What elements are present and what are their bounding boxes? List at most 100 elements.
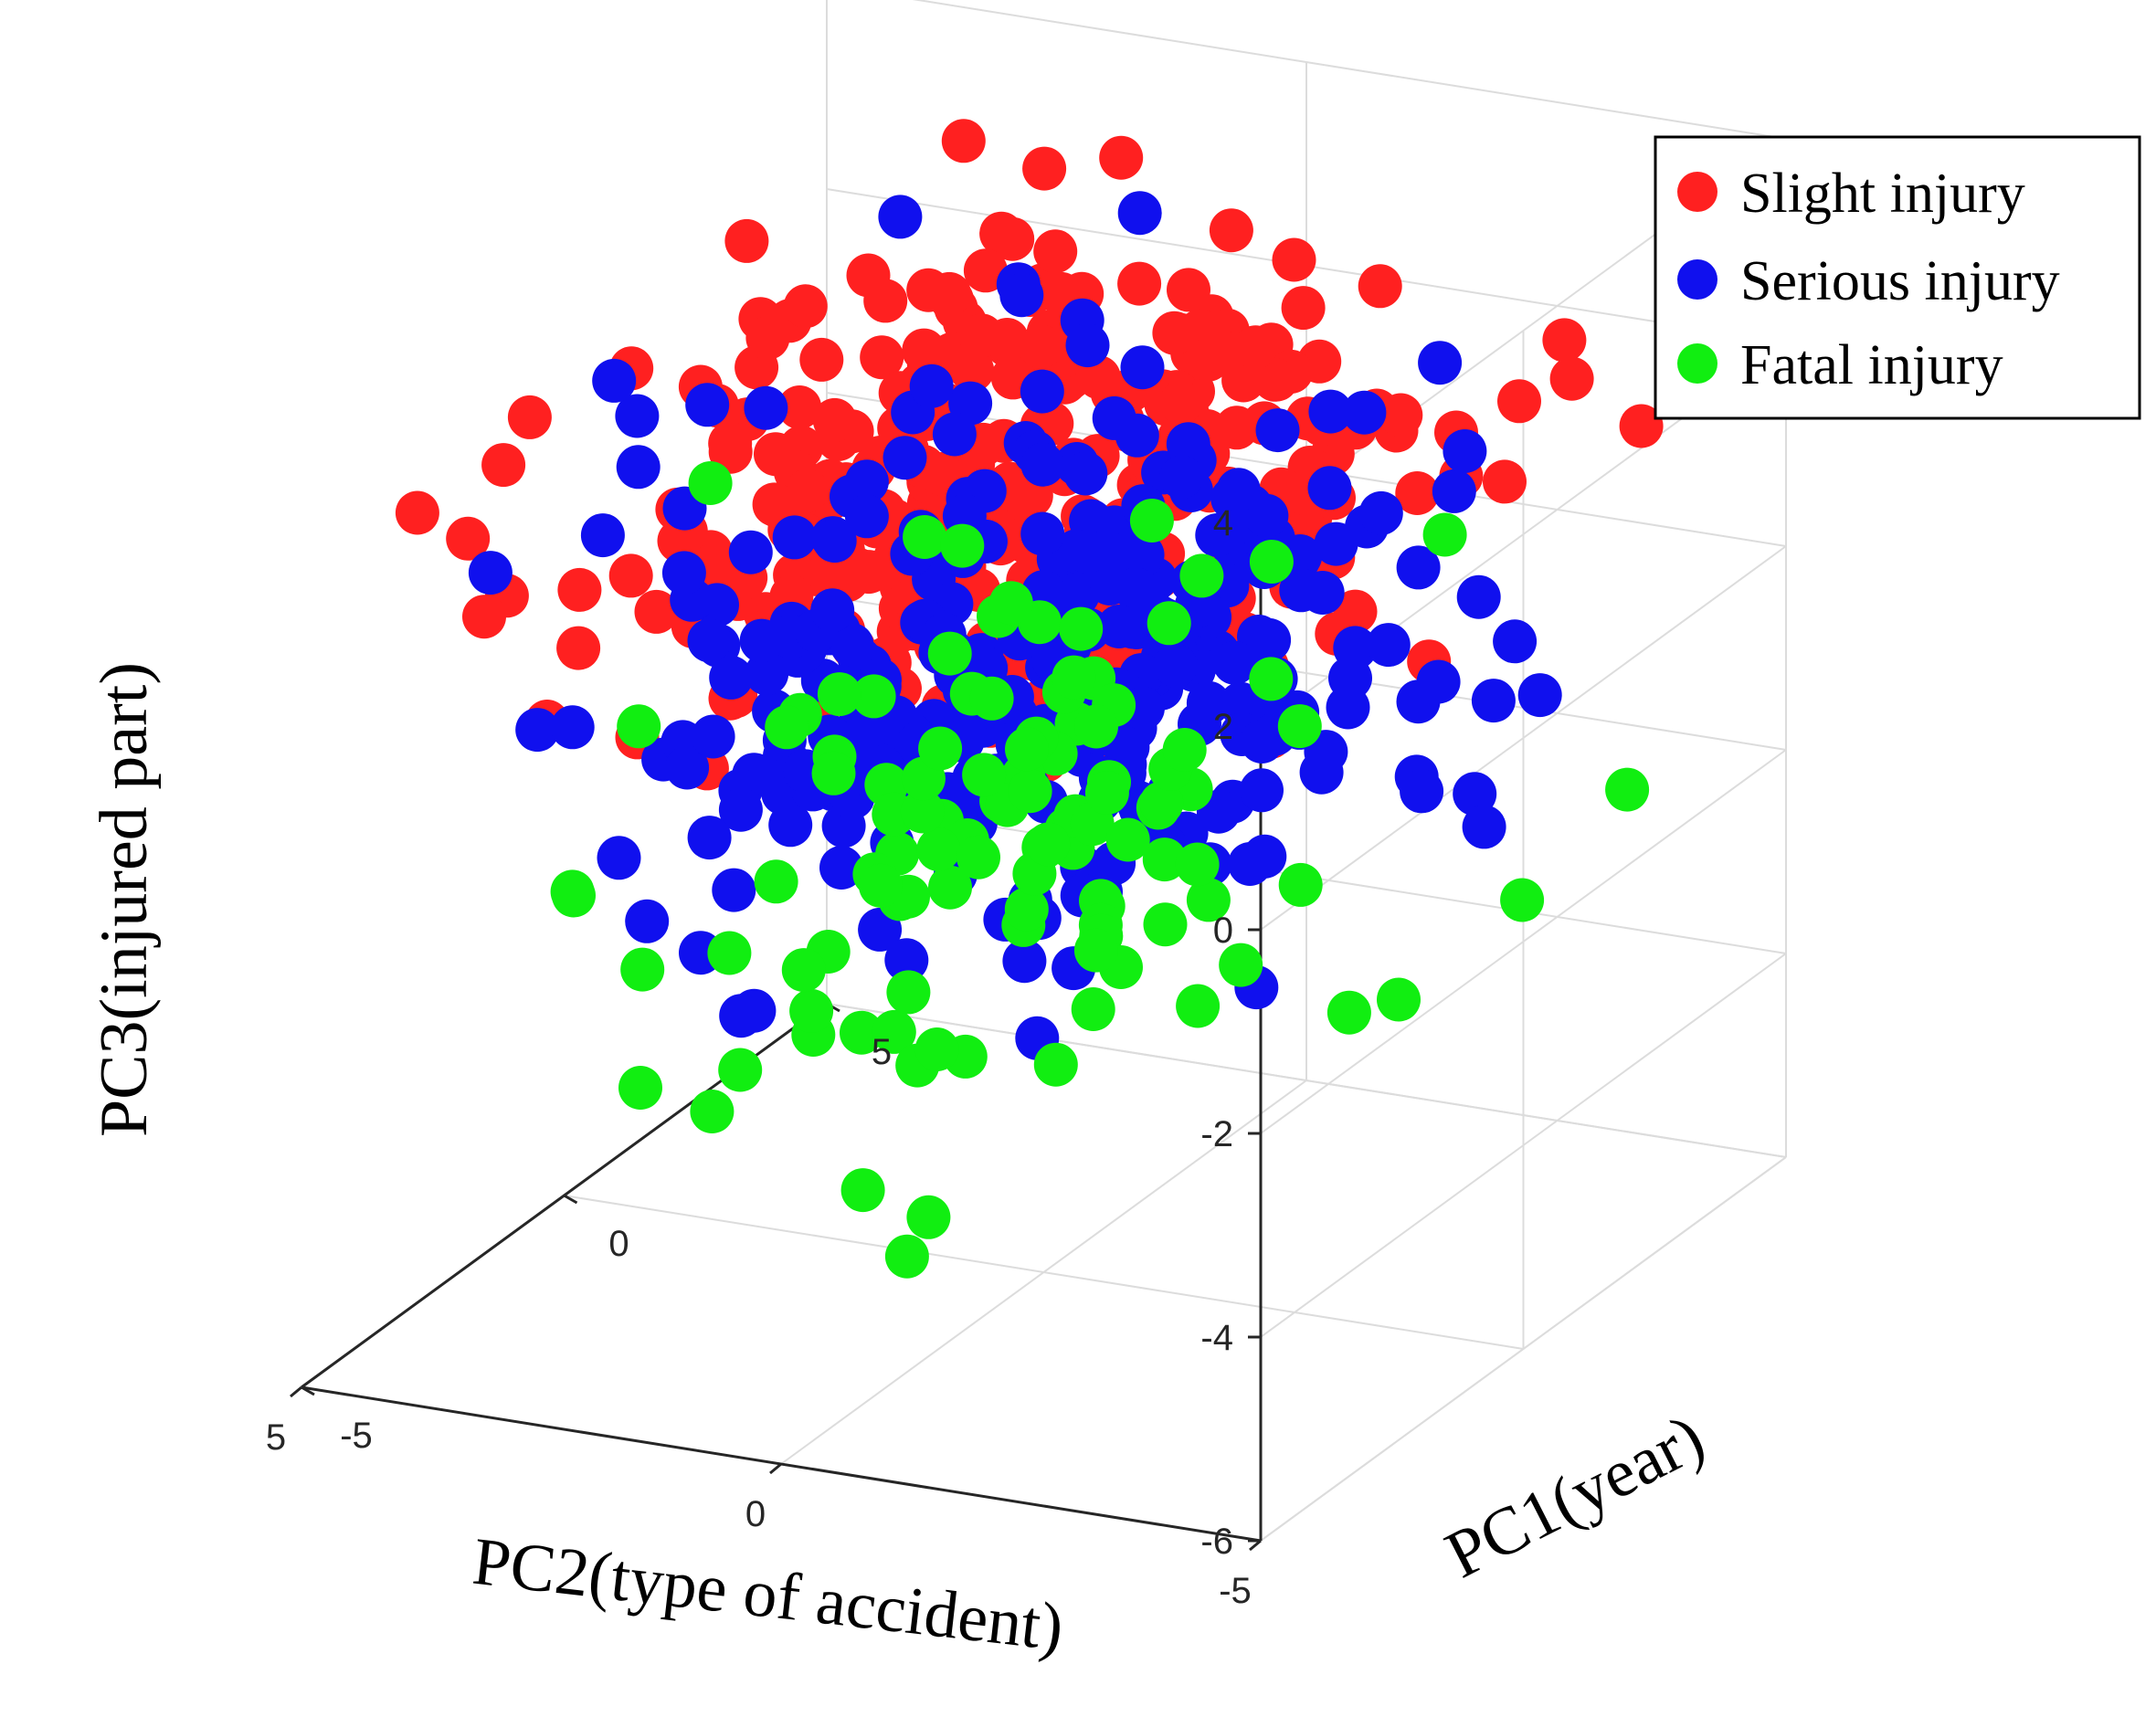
point-fatal-injury	[918, 726, 963, 771]
point-serious-injury	[1255, 408, 1300, 453]
point-slight-injury	[608, 553, 653, 598]
point-serious-injury	[1020, 442, 1065, 487]
point-slight-injury	[1117, 261, 1162, 306]
legend-label-slight: Slight injury	[1740, 163, 2025, 225]
point-slight-injury	[1099, 135, 1144, 180]
point-serious-injury	[1020, 511, 1065, 556]
point-fatal-injury	[1162, 728, 1207, 772]
point-serious-injury	[1493, 619, 1538, 664]
point-serious-injury	[772, 515, 817, 560]
point-serious-injury	[1244, 493, 1289, 538]
point-slight-injury	[979, 211, 1024, 256]
x-tick-label: -5	[340, 1416, 373, 1456]
legend-marker-serious	[1677, 259, 1717, 300]
point-fatal-injury	[956, 835, 1000, 880]
point-fatal-injury	[914, 1027, 959, 1071]
point-serious-injury	[1020, 369, 1064, 414]
legend-box	[1654, 135, 2141, 420]
y-tick-label: 5	[266, 1417, 286, 1458]
x-axis-title: PC1(year)	[1434, 1400, 1716, 1593]
point-serious-injury	[691, 714, 735, 759]
point-serious-injury	[719, 994, 764, 1038]
point-serious-injury	[580, 513, 625, 558]
y-tick-label: 0	[745, 1494, 766, 1534]
point-fatal-injury	[1059, 606, 1104, 651]
point-fatal-injury	[886, 970, 931, 1015]
z-tick-label: -4	[1200, 1318, 1233, 1358]
point-serious-injury	[615, 394, 660, 438]
point-slight-injury	[1252, 357, 1297, 402]
point-fatal-injury	[1175, 842, 1220, 887]
point-fatal-injury	[1249, 540, 1294, 584]
point-serious-injury	[1418, 341, 1463, 385]
point-serious-injury	[932, 412, 977, 457]
point-fatal-injury	[1186, 878, 1231, 922]
point-serious-injury	[718, 787, 763, 832]
x-tick-label: 0	[608, 1224, 629, 1264]
point-fatal-injury	[962, 753, 1007, 797]
point-serious-injury	[597, 836, 641, 880]
point-serious-injury	[812, 519, 857, 564]
point-serious-injury	[819, 846, 863, 890]
point-slight-injury	[777, 385, 822, 429]
point-serious-injury	[1396, 679, 1441, 724]
point-serious-injury	[1106, 531, 1151, 575]
point-fatal-injury	[988, 581, 1033, 626]
z-tick-label: 0	[1213, 911, 1233, 951]
point-serious-injury	[1443, 429, 1487, 473]
point-serious-injury	[1114, 567, 1158, 612]
point-fatal-injury	[928, 865, 972, 910]
legend-label-fatal: Fatal injury	[1740, 334, 2003, 396]
point-slight-injury	[963, 248, 1008, 293]
point-fatal-injury	[1084, 771, 1129, 815]
point-serious-injury	[661, 551, 706, 595]
point-serious-injury	[1159, 455, 1204, 500]
point-serious-injury	[625, 899, 670, 943]
point-slight-injury	[481, 443, 526, 488]
point-fatal-injury	[1278, 862, 1323, 907]
point-slight-injury	[799, 337, 844, 382]
point-fatal-injury	[840, 1168, 885, 1213]
point-serious-injury	[1328, 656, 1372, 700]
point-serious-injury	[1216, 468, 1261, 512]
point-slight-injury	[724, 218, 769, 263]
point-serious-injury	[1471, 679, 1516, 723]
point-serious-injury	[1314, 521, 1358, 566]
point-fatal-injury	[1005, 727, 1049, 772]
point-serious-injury	[999, 273, 1044, 318]
data-points	[395, 119, 1664, 1279]
point-fatal-injury	[688, 461, 733, 505]
point-serious-injury	[515, 708, 560, 753]
point-fatal-injury	[859, 863, 903, 908]
point-serious-injury	[1153, 644, 1198, 688]
point-fatal-injury	[1219, 943, 1263, 987]
y-tick-label: -5	[1219, 1571, 1252, 1611]
point-slight-injury	[657, 519, 702, 564]
point-fatal-injury	[789, 988, 834, 1033]
point-fatal-injury	[1500, 878, 1545, 922]
point-serious-injury	[878, 195, 923, 239]
point-serious-injury	[1228, 842, 1273, 886]
point-slight-injury	[446, 516, 491, 561]
point-slight-injury	[1233, 325, 1278, 370]
point-fatal-injury	[916, 827, 961, 872]
point-slight-injury	[1497, 379, 1541, 424]
point-fatal-injury	[1176, 984, 1221, 1028]
point-serious-injury	[1279, 568, 1324, 613]
point-fatal-injury	[718, 1048, 763, 1092]
point-fatal-injury	[1143, 902, 1188, 947]
point-slight-injury	[708, 421, 753, 466]
point-serious-injury	[1117, 191, 1162, 236]
point-fatal-injury	[1071, 987, 1115, 1031]
point-slight-injury	[1379, 393, 1423, 437]
point-serious-injury	[1212, 640, 1257, 685]
point-serious-injury	[1400, 769, 1444, 814]
grid-line	[564, 1195, 1524, 1350]
point-serious-injury	[844, 494, 889, 539]
tick-labels: 4 2 0 -2 -4 -6 5 0 -5 -5 0 5	[266, 503, 1252, 1611]
z-tick-label: -2	[1200, 1114, 1233, 1154]
point-fatal-injury	[1277, 704, 1322, 749]
point-serious-injury	[1115, 413, 1159, 458]
point-slight-injury	[1619, 404, 1664, 448]
point-serious-injury	[685, 383, 730, 427]
